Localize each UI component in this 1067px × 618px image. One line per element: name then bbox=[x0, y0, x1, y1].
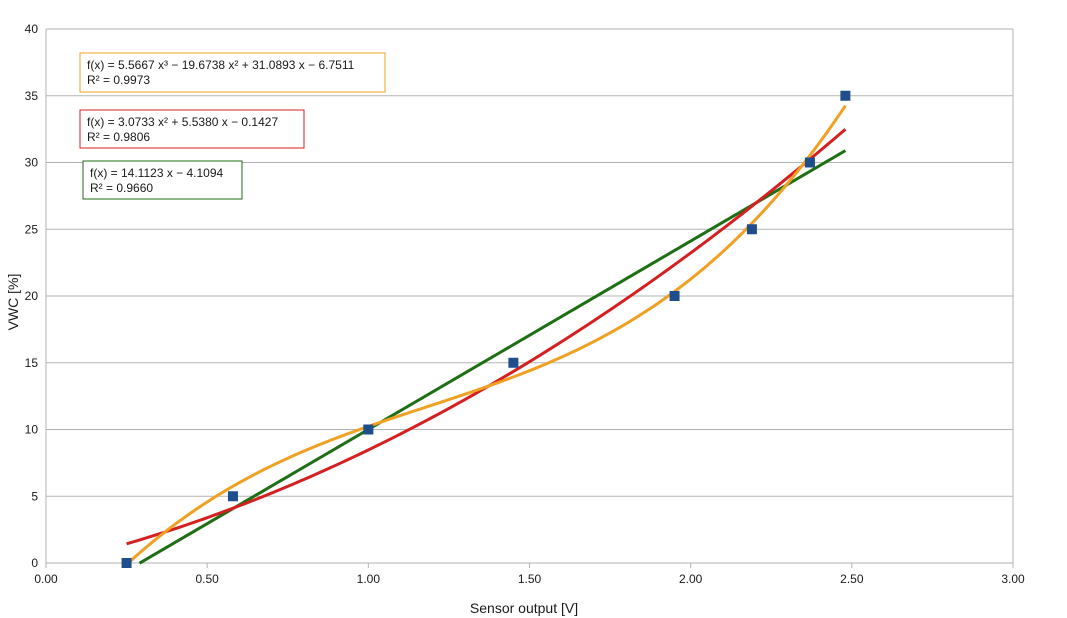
data-point bbox=[363, 424, 374, 435]
trendline-r-squared: R² = 0.9806 bbox=[87, 130, 150, 144]
axes bbox=[45, 29, 1014, 568]
trendline-equation: f(x) = 3.0733 x² + 5.5380 x − 0.1427 bbox=[87, 115, 278, 129]
data-point bbox=[121, 558, 132, 568]
x-tick-label: 2.00 bbox=[679, 572, 703, 586]
trendline-r-squared: R² = 0.9973 bbox=[87, 73, 150, 87]
y-tick-label: 30 bbox=[25, 156, 39, 170]
y-tick-label: 20 bbox=[25, 289, 39, 303]
trendlines bbox=[125, 104, 847, 566]
y-axis-title: VWC [%] bbox=[5, 274, 21, 331]
gridlines bbox=[46, 28, 1013, 564]
data-points bbox=[121, 90, 851, 568]
x-axis-title: Sensor output [V] bbox=[470, 600, 578, 616]
trendline-equation: f(x) = 5.5667 x³ − 19.6738 x² + 31.0893 … bbox=[87, 58, 355, 72]
y-tick-label: 0 bbox=[31, 556, 38, 570]
y-tick-label: 25 bbox=[25, 222, 39, 236]
equation-box-border bbox=[79, 52, 386, 93]
x-tick-label: 0.50 bbox=[195, 572, 219, 586]
trendline-r-squared: R² = 0.9660 bbox=[90, 181, 153, 195]
x-tick-label: 1.00 bbox=[357, 572, 381, 586]
y-tick-label: 40 bbox=[25, 22, 39, 36]
trendline-linear bbox=[138, 149, 847, 565]
equation-box-border bbox=[82, 160, 243, 200]
equation-boxes: f(x) = 5.5667 x³ − 19.6738 x² + 31.0893 … bbox=[79, 52, 386, 200]
x-tick-label: 2.50 bbox=[840, 572, 864, 586]
y-tick-label: 5 bbox=[31, 489, 38, 503]
data-point bbox=[508, 357, 519, 368]
equation-box-border bbox=[79, 109, 305, 149]
y-tick-label: 35 bbox=[25, 89, 39, 103]
equation-box-polynomial-3: f(x) = 5.5667 x³ − 19.6738 x² + 31.0893 … bbox=[79, 52, 386, 93]
data-point bbox=[746, 224, 757, 235]
data-point bbox=[804, 157, 815, 168]
tick-labels: 0 5 10 15 20 25 30 35 40 0.00 0.50 1.00 1.50 2.00 2.50… bbox=[25, 22, 1025, 586]
y-tick-label: 15 bbox=[25, 356, 39, 370]
trendline-polynomial-3 bbox=[125, 104, 847, 566]
y-tick-label: 10 bbox=[25, 423, 39, 437]
trendline-equation: f(x) = 14.1123 x − 4.1094 bbox=[90, 166, 224, 180]
x-tick-label: 0.00 bbox=[34, 572, 58, 586]
x-tick-label: 1.50 bbox=[518, 572, 542, 586]
x-tick-label: 3.00 bbox=[1001, 572, 1025, 586]
data-point bbox=[669, 291, 680, 301]
data-point bbox=[227, 491, 238, 502]
data-point bbox=[840, 90, 851, 101]
